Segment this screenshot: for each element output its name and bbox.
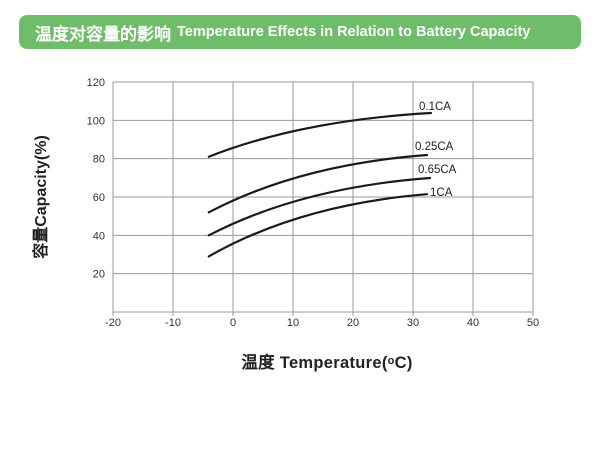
svg-text:温度 Temperature(oC): 温度 Temperature(oC) [241, 352, 412, 372]
svg-text:-10: -10 [165, 317, 181, 329]
svg-text:20: 20 [347, 317, 359, 329]
svg-text:0: 0 [230, 317, 236, 329]
svg-text:40: 40 [467, 317, 479, 329]
svg-text:120: 120 [87, 77, 105, 89]
svg-text:80: 80 [93, 154, 105, 166]
svg-text:0.25CA: 0.25CA [415, 141, 454, 153]
svg-text:0.65CA: 0.65CA [418, 164, 457, 176]
svg-text:容量Capacity(%): 容量Capacity(%) [31, 135, 50, 260]
svg-text:30: 30 [407, 317, 419, 329]
svg-text:1CA: 1CA [430, 187, 453, 199]
svg-text:20: 20 [93, 269, 105, 281]
svg-text:10: 10 [287, 317, 299, 329]
svg-text:0.1CA: 0.1CA [419, 101, 451, 113]
svg-text:-20: -20 [105, 317, 121, 329]
svg-text:40: 40 [93, 230, 105, 242]
svg-text:50: 50 [527, 317, 539, 329]
svg-text:100: 100 [87, 115, 105, 127]
svg-text:60: 60 [93, 192, 105, 204]
